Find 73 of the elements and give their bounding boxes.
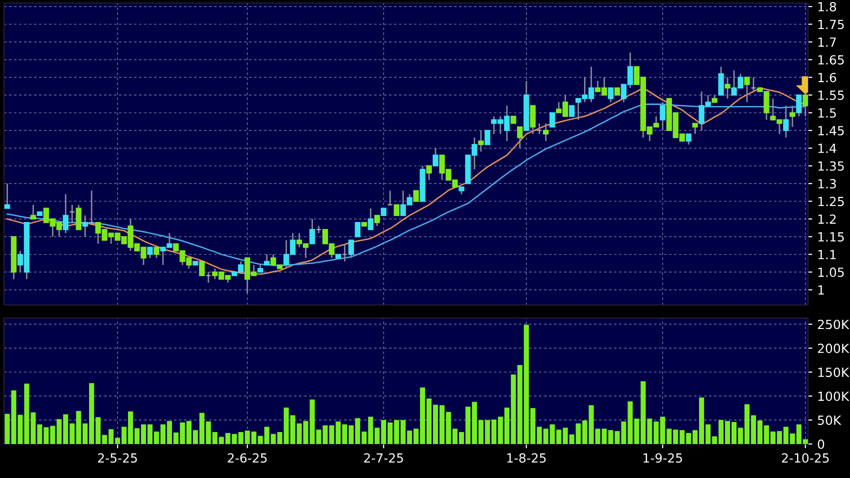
y-tick-label: 1.4 (818, 144, 836, 153)
candlestick (536, 122, 542, 135)
y-tick-label: 1.15 (818, 232, 844, 242)
candlestick (348, 240, 354, 259)
candlestick (517, 126, 523, 149)
candlestick (264, 254, 270, 266)
candlestick (206, 271, 212, 284)
y-tick-label: 250K (818, 320, 850, 330)
candlestick (426, 165, 432, 181)
candlestick (342, 243, 348, 262)
candlestick (62, 193, 68, 234)
candlestick (796, 94, 802, 117)
candlestick (394, 204, 400, 216)
candlestick (530, 104, 536, 135)
candlestick (783, 104, 789, 138)
y-tick-label: 1.75 (818, 20, 844, 30)
y-tick-label: 1.55 (818, 90, 844, 100)
candlestick (147, 246, 153, 259)
y-tick-label: 1.5 (818, 108, 836, 118)
candlestick (154, 246, 160, 259)
candlestick (543, 122, 549, 142)
candlestick (478, 130, 484, 152)
x-tick-label: 2-10-25 (782, 453, 829, 463)
candlestick (4, 182, 10, 210)
candlestick (316, 225, 322, 234)
candlestick (76, 204, 82, 230)
candlestick (750, 76, 756, 92)
x-tick-label: 2-5-25 (98, 453, 137, 463)
y-tick-label: 200K (818, 344, 850, 354)
candlestick (309, 218, 316, 244)
candlestick (30, 204, 36, 220)
y-tick-label: 150K (818, 368, 850, 378)
candlestick (374, 214, 380, 227)
x-tick-label: 1-9-25 (644, 453, 682, 463)
candlestick (88, 190, 94, 224)
candlestick (354, 222, 360, 238)
candlestick (660, 101, 666, 132)
y-tick-label: 1.1 (818, 250, 836, 260)
y-tick-label: 1.05 (818, 268, 844, 277)
candlestick (686, 133, 692, 146)
candlestick (413, 190, 419, 202)
x-tick-label: 2-7-25 (364, 453, 403, 463)
y-tick-label: 50K (818, 416, 842, 425)
candlestick (568, 105, 575, 117)
candlestick (368, 208, 374, 230)
candlestick (692, 122, 698, 135)
candlestick (484, 130, 490, 146)
y-tick-label: 1.65 (818, 55, 844, 65)
y-tick-label: 1.6 (818, 72, 836, 82)
y-tick-label: 1.35 (818, 161, 844, 171)
candlestick (550, 112, 556, 128)
candlestick (69, 204, 75, 224)
y-tick-label: 1.3 (818, 179, 836, 188)
candlestick (432, 147, 438, 167)
candlestick (724, 76, 730, 100)
y-tick-label: 0 (818, 439, 824, 449)
y-tick-label: 1 (818, 285, 824, 295)
y-tick-label: 1.8 (818, 2, 836, 12)
candlestick (744, 76, 750, 103)
x-tick-label: 1-8-25 (507, 453, 546, 463)
candlestick (608, 87, 614, 103)
x-tick-label: 2-6-25 (228, 453, 267, 463)
candlestick (82, 214, 88, 238)
y-tick-label: 1.7 (818, 38, 836, 47)
candlestick (199, 260, 205, 276)
candlestick (790, 104, 796, 128)
candlestick (718, 66, 724, 96)
candlestick (802, 94, 808, 117)
candlestick (387, 190, 393, 206)
y-tick-label: 1.45 (818, 126, 844, 136)
y-tick-label: 1.2 (818, 214, 836, 224)
y-tick-label: 100K (818, 392, 850, 402)
y-tick-label: 1.25 (818, 196, 844, 206)
